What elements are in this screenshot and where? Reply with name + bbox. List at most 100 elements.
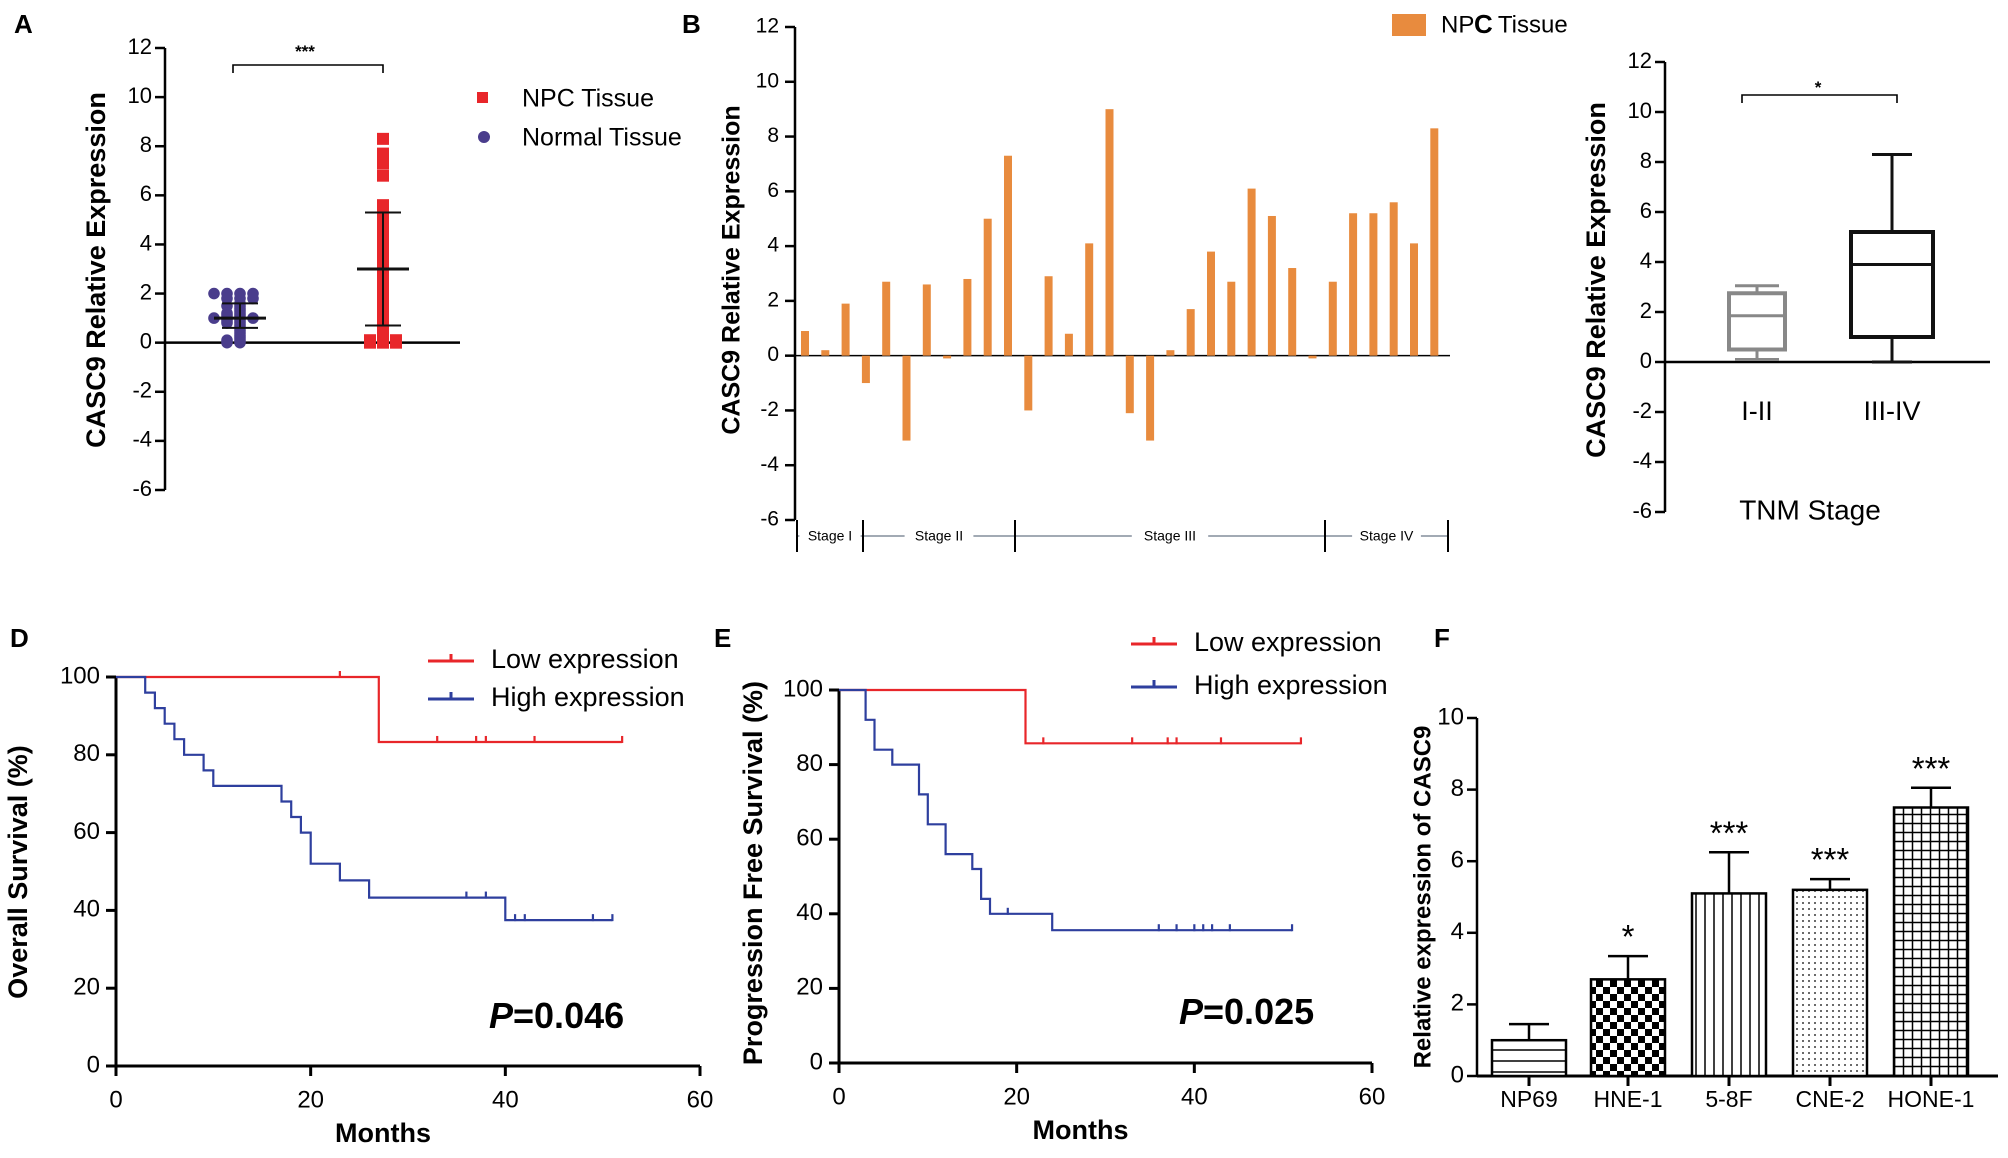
y-tick-label: 6 [140, 181, 152, 206]
y-axis-label: CASC9 Relative Expression [81, 92, 111, 448]
panel-label-c: C [1474, 9, 1493, 39]
y-tick-label: 60 [796, 825, 823, 852]
y-tick-label: -6 [1632, 498, 1652, 523]
bar [1892, 806, 1970, 1078]
panel-a-scatter: -6 -4 -2 0 2 4 6 8 10 12 CASC9 Relative Expression… [81, 34, 682, 501]
significance-label: *** [1710, 814, 1749, 851]
panel-label-d: D [10, 623, 29, 653]
bar [1247, 188, 1256, 356]
bar [1227, 281, 1236, 356]
stage-label-bg [1131, 527, 1209, 545]
bar [1064, 333, 1073, 356]
bar [821, 350, 830, 356]
y-tick-label: 10 [1628, 98, 1652, 123]
y-tick-label: 4 [767, 234, 779, 257]
bar [963, 278, 972, 356]
significance-label: *** [295, 42, 315, 61]
y-tick-label: 0 [1640, 348, 1652, 373]
p-value-number: =0.025 [1203, 991, 1314, 1032]
x-tick-label: NP69 [1500, 1086, 1558, 1112]
bar [902, 355, 911, 441]
p-value-letter: P [1179, 991, 1204, 1032]
bar [841, 303, 850, 356]
y-tick-label: 0 [810, 1048, 823, 1075]
y-axis-label: CASC9 Relative Expression [1581, 102, 1611, 458]
box [1849, 230, 1935, 339]
bar [1791, 888, 1869, 1078]
stage-label-bg [904, 527, 974, 545]
y-tick-label: 6 [1640, 198, 1652, 223]
stage-label-bg [1352, 527, 1421, 545]
y-tick-label: 20 [796, 974, 823, 1001]
x-tick-label: 0 [832, 1083, 845, 1110]
data-point [208, 287, 220, 300]
bar [801, 331, 809, 356]
x-tick-label: 60 [1359, 1083, 1386, 1110]
bar [1044, 276, 1053, 356]
bar [1186, 309, 1195, 356]
y-tick-label: 6 [1451, 847, 1464, 874]
chart-layer: A B C D E F -6 -4 -2 0 2 4 6 8 10 12 CASC9 Relative Expr… [3, 9, 1998, 1148]
p-value: P=0.025 [1179, 991, 1314, 1032]
legend-label: Low expression [491, 644, 679, 674]
y-tick-label: 0 [140, 328, 152, 353]
x-axis-label: TNM Stage [1739, 494, 1881, 525]
x-axis-label: Months [1033, 1115, 1129, 1145]
significance-label: *** [1912, 750, 1951, 787]
significance-label: *** [1811, 841, 1850, 878]
x-tick-label: III-IV [1863, 396, 1920, 426]
y-tick-label: 10 [1437, 703, 1464, 730]
bar [1267, 215, 1276, 356]
data-point [221, 317, 233, 329]
x-tick-label: 20 [297, 1086, 324, 1113]
survival-curve [116, 675, 623, 744]
bar [1288, 268, 1297, 356]
y-tick-label: 8 [140, 132, 152, 157]
y-tick-label: 2 [767, 288, 779, 311]
y-tick-label: 2 [1640, 298, 1652, 323]
bar [1389, 202, 1398, 356]
panel-label-b: B [682, 9, 701, 39]
bar [1328, 281, 1337, 356]
y-tick-label: 4 [1640, 248, 1652, 273]
y-tick-label: 12 [1628, 48, 1652, 73]
survival-curve [839, 688, 1292, 932]
legend-label: High expression [1194, 670, 1388, 700]
data-point [364, 336, 376, 349]
legend-marker-npc [477, 92, 488, 103]
y-axis-label: Overall Survival (%) [3, 745, 33, 999]
bar [861, 355, 870, 384]
y-tick-label: 10 [128, 83, 152, 108]
y-tick-label: 2 [140, 279, 152, 304]
y-tick-label: 4 [1451, 918, 1464, 945]
y-tick-label: 80 [73, 740, 100, 767]
panel-b-bars: -6 -4 -2 0 2 4 6 8 10 12 CASC9 Relative Expression… [718, 11, 1568, 552]
significance-bracket [232, 64, 384, 73]
bar [1024, 355, 1033, 411]
y-tick-label: 4 [140, 230, 152, 255]
y-tick-label: -6 [760, 508, 779, 531]
bar [1004, 155, 1012, 356]
x-tick-label: HNE-1 [1593, 1086, 1662, 1112]
panel-c-box: -6 -4 -2 0 2 4 6 8 10 12 CASC9 Relative Expression… [1581, 48, 1990, 525]
p-value: P=0.046 [489, 995, 624, 1036]
y-tick-label: 8 [767, 124, 779, 147]
y-tick-label: 100 [60, 662, 100, 689]
bar [1085, 243, 1094, 356]
data-point [377, 157, 389, 170]
y-tick-label: 8 [1640, 148, 1652, 173]
y-tick-label: 20 [73, 974, 100, 1001]
y-tick-label: -2 [1632, 398, 1652, 423]
y-tick-label: 0 [767, 343, 779, 366]
x-tick-label: 40 [492, 1086, 519, 1113]
x-tick-label: 60 [687, 1086, 714, 1113]
survival-curve [116, 675, 613, 922]
bar [943, 355, 952, 359]
legend-label: NPC Tissue [522, 85, 654, 113]
y-tick-label: 0 [87, 1051, 100, 1078]
legend-marker-normal [478, 131, 490, 143]
legend-label: Low expression [1194, 627, 1382, 657]
y-tick-label: 10 [756, 69, 779, 92]
bar [1166, 350, 1175, 356]
